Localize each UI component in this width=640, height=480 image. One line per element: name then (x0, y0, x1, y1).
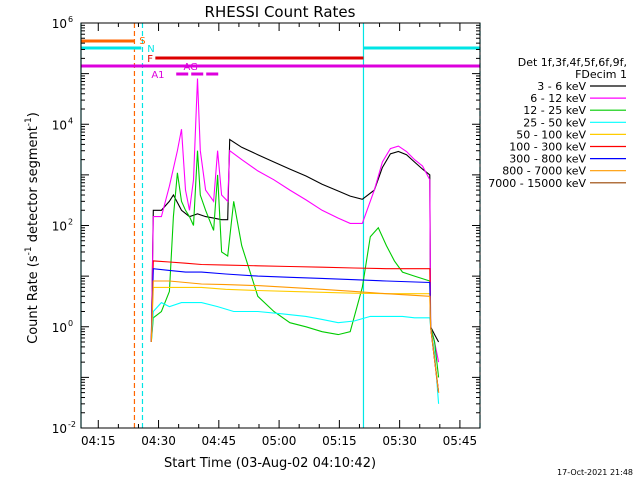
series-lines (150, 78, 440, 404)
series-line-1 (150, 78, 440, 363)
legend-entry-1: 6 - 12 keV (530, 92, 586, 105)
x-tick-label-6: 05:45 (443, 434, 478, 448)
x-tick-label-4: 05:15 (322, 434, 357, 448)
y-tick-label-2: 10 (52, 220, 67, 234)
attenuator-label-s: S (139, 36, 145, 47)
x-tick-label-2: 04:45 (202, 434, 237, 448)
attenuator-label-a1: A1 (151, 70, 164, 81)
legend-entry-6: 300 - 800 keV (509, 153, 586, 166)
series-line-3 (150, 301, 440, 404)
x-tick-label-3: 05:00 (262, 434, 297, 448)
series-line-7 (150, 280, 440, 393)
x-axis-label: Start Time (03-Aug-02 04:10:42) (164, 456, 376, 471)
series-line-6 (150, 268, 440, 393)
y-tick-exponent-0: -2 (68, 420, 76, 429)
y-tick-exponent-2: 2 (68, 218, 73, 227)
series-line-5 (150, 260, 440, 393)
legend-entry-2: 12 - 25 keV (523, 104, 586, 117)
legend-entry-0: 3 - 6 keV (537, 80, 586, 93)
x-tick-label-0: 04:15 (81, 434, 116, 448)
legend-entry-7: 800 - 7000 keV (502, 165, 586, 178)
plot-frame (80, 22, 481, 429)
legend-entry-5: 100 - 300 keV (509, 141, 586, 154)
series-line-0 (150, 138, 440, 343)
legend-entry-8: 7000 - 15000 keV (488, 177, 586, 190)
footer-timestamp: 17-Oct-2021 21:48 (557, 468, 633, 477)
legend-entry-4: 50 - 100 keV (516, 128, 586, 141)
legend-title-line2: FDecim 1 (575, 68, 627, 81)
attenuator-label-f: F (147, 54, 153, 65)
y-tick-exponent-1: 0 (68, 319, 73, 328)
axes (80, 22, 481, 429)
y-axis-label: Count Rate (s-1 detector segment-1) (24, 112, 41, 344)
x-tick-label-5: 05:30 (382, 434, 417, 448)
y-tick-exponent-3: 4 (68, 116, 73, 125)
y-tick-label-3: 10 (52, 118, 67, 132)
series-line-2 (150, 150, 440, 378)
chart-title: RHESSI Count Rates (205, 3, 356, 21)
y-tick-label-4: 10 (52, 17, 67, 31)
x-axis-ticks: 04:15 04:30 04:45 05:00 05:15 05:30 05:45 (81, 23, 481, 448)
y-tick-label-1: 10 (52, 321, 67, 335)
attenuator-label-n: N (147, 44, 154, 55)
legend: Det 1f,3f,4f,5f,6f,9f, FDecim 1 3 - 6 ke… (488, 56, 627, 190)
plot-area (80, 23, 481, 428)
x-tick-label-1: 04:30 (141, 434, 176, 448)
y-tick-label-0: 10 (52, 422, 67, 436)
y-tick-exponent-4: 6 (68, 15, 73, 24)
legend-title-line1: Det 1f,3f,4f,5f,6f,9f, (518, 56, 627, 69)
attenuator-state-bars: SNFAGA1 (81, 36, 480, 81)
series-line-4 (150, 286, 440, 393)
legend-entry-3: 25 - 50 keV (523, 116, 586, 129)
